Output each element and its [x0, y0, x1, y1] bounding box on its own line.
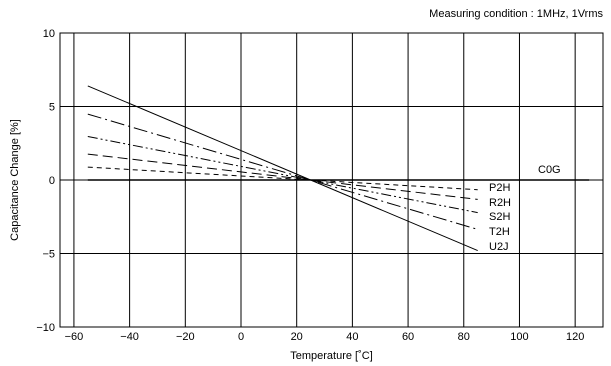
series-label-r2h: R2H [489, 197, 511, 209]
y-tick-labels: 10 5 0 −5 −10 [36, 28, 55, 334]
series-line-r2h [87, 153, 478, 200]
series-line-t2h [87, 113, 478, 230]
y-tick-label: −10 [36, 322, 55, 334]
series-label-s2h: S2H [489, 211, 510, 223]
x-tick-label: 100 [510, 331, 528, 343]
x-tick-label: −20 [176, 331, 195, 343]
measuring-condition: Measuring condition : 1MHz, 1Vrms [429, 8, 603, 20]
series-line-s2h [87, 136, 478, 214]
series-labels: C0G P2H R2H S2H T2H U2J [489, 164, 561, 253]
series-label-c0g: C0G [538, 164, 561, 176]
series-label-u2j: U2J [489, 241, 509, 253]
y-axis-label: Capacitance Change [%] [9, 119, 21, 241]
plot-frame [59, 32, 604, 328]
x-tick-label: 0 [238, 331, 244, 343]
y-tick-label: 5 [49, 102, 55, 114]
x-tick-label: 80 [458, 331, 470, 343]
x-tick-label: −60 [65, 331, 84, 343]
series-line-u2j [87, 85, 478, 252]
y-tick-label: −5 [42, 249, 55, 261]
y-tick-label: 0 [49, 175, 55, 187]
series-label-t2h: T2H [489, 226, 510, 238]
x-axis-label: Temperature [˚C] [290, 350, 373, 362]
x-tick-label: 120 [566, 331, 584, 343]
x-tick-label: 40 [346, 331, 358, 343]
x-tick-label: 60 [402, 331, 414, 343]
series-line-p2h [87, 166, 478, 191]
series-label-p2h: P2H [489, 182, 510, 194]
x-tick-labels: −60 −40 −20 0 20 40 60 80 100 120 [65, 331, 585, 343]
x-tick-label: 20 [291, 331, 303, 343]
x-tick-label: −40 [120, 331, 139, 343]
y-tick-label: 10 [43, 28, 55, 40]
series-lines [87, 85, 590, 252]
